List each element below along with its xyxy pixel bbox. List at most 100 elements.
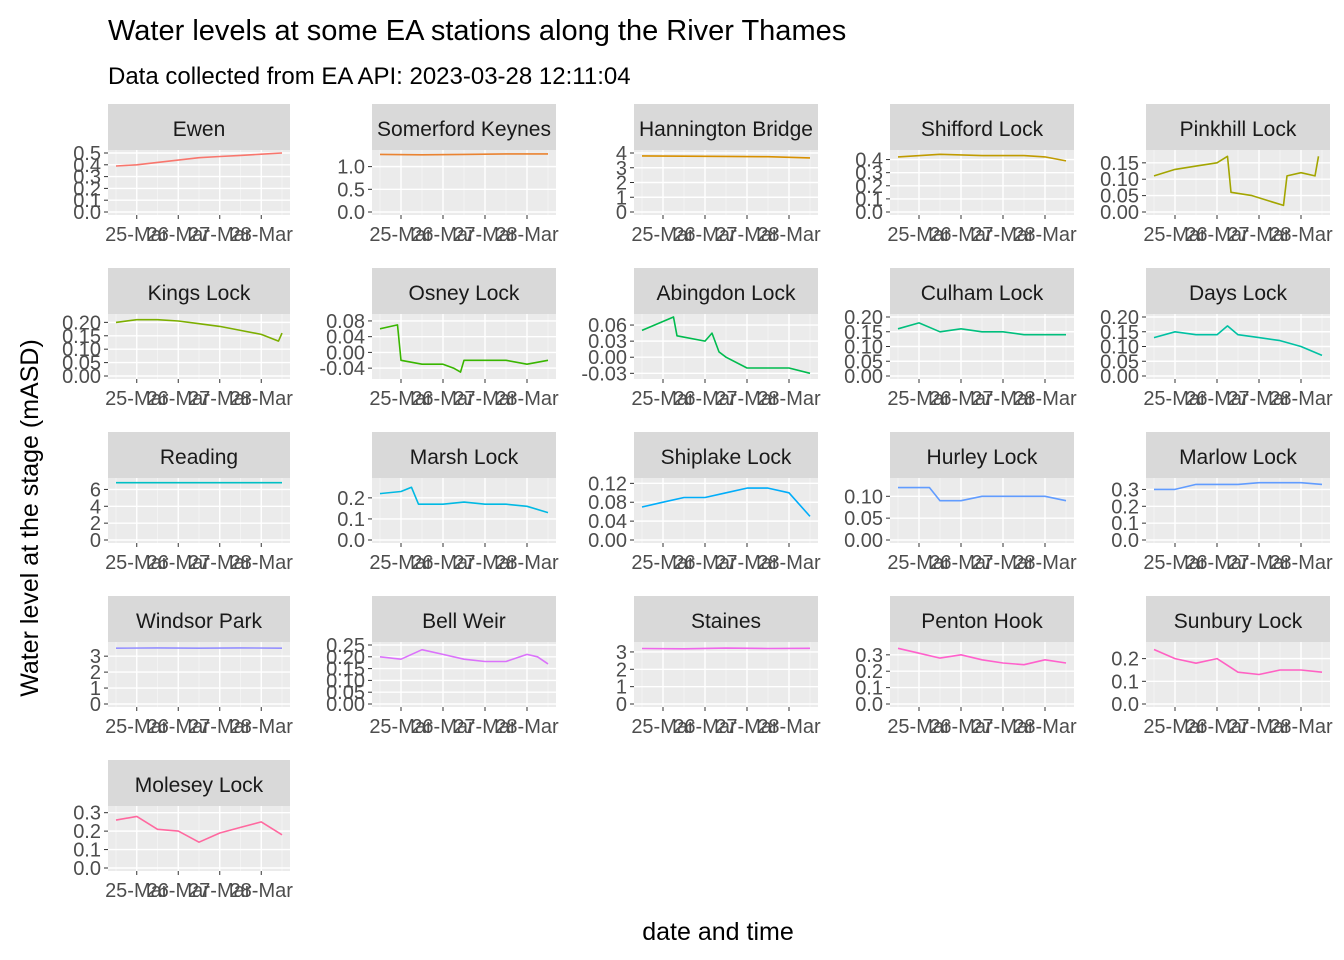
x-tick-label: 27-Mar xyxy=(971,224,1035,246)
facet-panels: Ewen0.00.10.20.30.40.525-Mar26-Mar27-Mar… xyxy=(62,104,1333,902)
y-tick-label: 0.00 xyxy=(588,347,627,369)
x-tick-label: 27-Mar xyxy=(453,716,517,738)
y-tick-label: 1 xyxy=(90,678,101,700)
chart-title: Water levels at some EA stations along t… xyxy=(108,15,846,47)
y-tick-label: 0.0 xyxy=(1111,694,1139,716)
facet-bell-weir: Bell Weir0.000.050.100.150.200.2525-Mar2… xyxy=(326,596,559,738)
series-line xyxy=(115,815,283,844)
strip-label: Molesey Lock xyxy=(135,774,264,797)
y-tick-label: 0.1 xyxy=(855,189,883,211)
y-tick-label: 0 xyxy=(616,694,627,716)
y-tick-label: 0.03 xyxy=(588,331,627,353)
strip-label: Hannington Bridge xyxy=(639,118,813,141)
y-tick-label: 0.05 xyxy=(1100,186,1139,208)
y-tick-label: 6 xyxy=(90,479,101,501)
x-tick-label: 28-Mar xyxy=(1269,224,1333,246)
x-tick-label: 26-Mar xyxy=(929,716,993,738)
y-tick-label: 0.1 xyxy=(73,190,101,212)
y-tick-label: 0.00 xyxy=(1100,366,1139,388)
strip-label: Bell Weir xyxy=(422,610,506,633)
y-tick-label: 0.5 xyxy=(337,179,365,201)
y-tick-label: 0.0 xyxy=(73,202,101,224)
y-tick-label: 0.05 xyxy=(62,353,101,375)
facet-sunbury-lock: Sunbury Lock 0.00.10.2 25-Mar26-Mar27-Mar2… xyxy=(1111,596,1333,738)
x-tick-label: 26-Mar xyxy=(1185,552,1249,574)
y-tick-label: 0.20 xyxy=(844,307,883,329)
series-line xyxy=(1154,481,1323,491)
facet-hurley-lock: Hurley Lock 0.000.050.10 25-Mar26-Mar27-Ma… xyxy=(844,432,1077,574)
y-tick-label: 0.1 xyxy=(1111,513,1139,535)
x-tick-label: 25-Mar xyxy=(887,224,951,246)
strip-background xyxy=(372,268,556,314)
x-tick-label: 27-Mar xyxy=(715,224,779,246)
y-tick-label: 0.15 xyxy=(1100,322,1139,344)
strip-label: Marsh Lock xyxy=(410,446,519,469)
strip-background xyxy=(108,760,290,806)
y-tick-label: 1.0 xyxy=(337,157,365,179)
y-tick-label: 3 xyxy=(90,646,101,668)
facet-culham-lock: Culham Lock 0.000.050.100.150.20 25-Mar26-… xyxy=(844,268,1077,410)
strip-label: Windsor Park xyxy=(136,610,263,633)
y-tick-label: 0.05 xyxy=(1100,351,1139,373)
strip-label: Culham Lock xyxy=(921,282,1044,305)
series-line xyxy=(379,486,549,514)
strip-label: Pinkhill Lock xyxy=(1180,118,1297,141)
x-tick-label: 27-Mar xyxy=(715,716,779,738)
y-tick-label: 0.2 xyxy=(73,178,101,200)
x-tick-label: 25-Mar xyxy=(105,552,169,574)
y-tick-label: -0.03 xyxy=(581,363,627,385)
x-tick-label: 28-Mar xyxy=(495,224,559,246)
y-tick-label: 0.0 xyxy=(855,694,883,716)
y-tick-label: 0.1 xyxy=(1111,671,1139,693)
x-tick-label: 25-Mar xyxy=(105,880,169,902)
strip-background xyxy=(108,432,290,478)
y-tick-label: 0.05 xyxy=(326,682,365,704)
strip-background xyxy=(634,104,818,150)
y-tick-label: -0.04 xyxy=(319,358,365,380)
y-tick-label: 0.00 xyxy=(326,342,365,364)
x-tick-label: 26-Mar xyxy=(147,224,211,246)
y-tick-label: 0.15 xyxy=(62,326,101,348)
x-tick-label: 27-Mar xyxy=(715,388,779,410)
y-tick-label: 0.10 xyxy=(844,337,883,359)
strip-label: Marlow Lock xyxy=(1179,446,1297,469)
facet-shifford-lock: Shifford Lock 0.00.10.20.30.4 25-Mar26-Mar… xyxy=(855,104,1077,246)
y-tick-label: 0.15 xyxy=(1100,153,1139,175)
x-tick-label: 27-Mar xyxy=(1227,388,1291,410)
strip-background xyxy=(1146,432,1330,478)
y-tick-label: 0.3 xyxy=(73,803,101,825)
y-tick-label: 2 xyxy=(616,659,627,681)
y-tick-label: 2 xyxy=(90,662,101,684)
y-tick-label: 0.4 xyxy=(855,150,883,172)
x-tick-label: 28-Mar xyxy=(230,552,294,574)
y-tick-label: 0.10 xyxy=(844,486,883,508)
x-tick-label: 28-Mar xyxy=(757,388,821,410)
y-tick-label: 3 xyxy=(616,642,627,664)
series-line xyxy=(641,647,811,650)
x-tick-label: 27-Mar xyxy=(1227,224,1291,246)
series-line xyxy=(115,318,283,342)
x-tick-label: 25-Mar xyxy=(631,388,695,410)
y-tick-label: 0.20 xyxy=(62,312,101,334)
y-tick-label: 0.04 xyxy=(588,511,627,533)
x-tick-label: 25-Mar xyxy=(369,552,433,574)
x-tick-label: 25-Mar xyxy=(105,388,169,410)
y-tick-label: 1 xyxy=(616,677,627,699)
y-tick-label: 0.1 xyxy=(337,509,365,531)
strip-label: Osney Lock xyxy=(409,282,520,305)
x-tick-label: 26-Mar xyxy=(929,388,993,410)
x-tick-label: 25-Mar xyxy=(369,388,433,410)
facet-shiplake-lock: Shiplake Lock 0.000.040.080.12 25-Mar26-Ma… xyxy=(588,432,821,574)
strip-label: Shiplake Lock xyxy=(661,446,792,469)
series-line xyxy=(897,153,1067,162)
y-tick-label: 0.3 xyxy=(855,645,883,667)
y-tick-label: 0.0 xyxy=(1111,530,1139,552)
x-tick-label: 26-Mar xyxy=(411,716,475,738)
x-tick-label: 25-Mar xyxy=(1143,716,1207,738)
x-tick-label: 26-Mar xyxy=(411,388,475,410)
y-tick-label: 4 xyxy=(90,496,101,518)
strip-background xyxy=(372,596,556,642)
strip-background xyxy=(890,432,1074,478)
x-tick-label: 26-Mar xyxy=(673,224,737,246)
